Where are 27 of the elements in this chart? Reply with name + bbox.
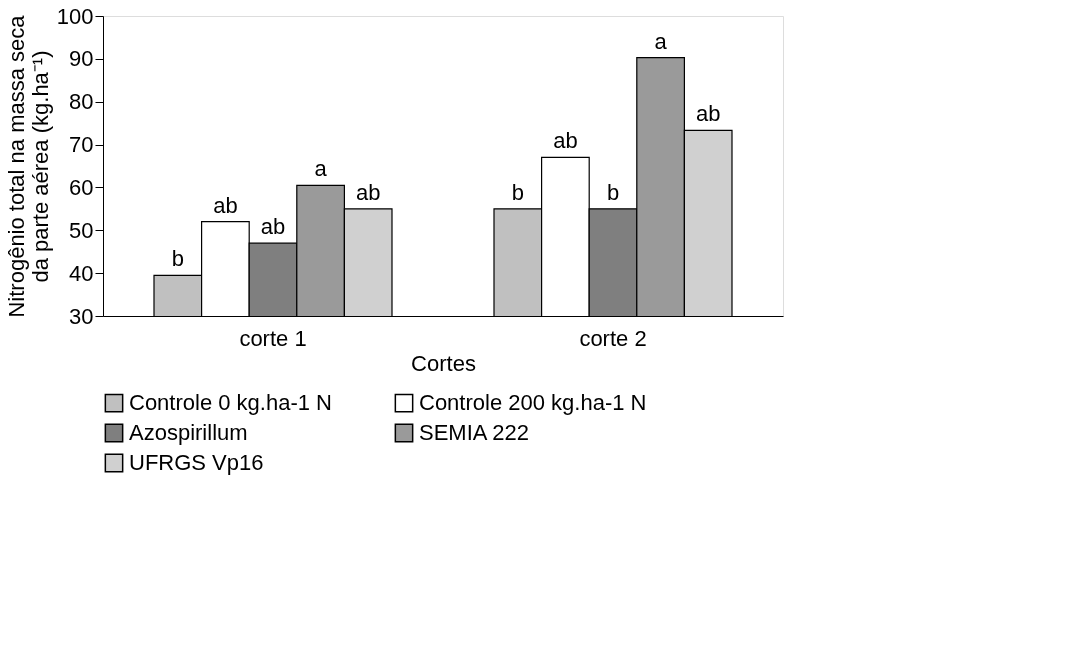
data-label: ab [695, 101, 721, 127]
y-tick-label: 60 [69, 174, 94, 200]
legend-label: Azospirillum [129, 420, 248, 445]
data-label: ab [553, 128, 578, 154]
data-label: a [314, 156, 328, 182]
data-label: ab [213, 192, 238, 218]
y-tick-label: 50 [69, 217, 94, 243]
y-axis-title: Nitrogênio total na massa seca da parte aérea (kg.ha⁻¹) [3, 14, 53, 318]
data-label: b [511, 179, 524, 205]
data-label: ab [355, 179, 381, 205]
x-tick-label: corte 1 [239, 325, 307, 351]
x-tick-label: corte 2 [579, 325, 647, 351]
x-axis-title: Cortes [411, 350, 476, 376]
legend-label: SEMIA 222 [419, 420, 530, 445]
legend-label: Controle 200 kg.ha-1 N [419, 390, 647, 416]
legend-label: UFRGS Vp16 [129, 450, 264, 475]
data-label: b [606, 179, 620, 205]
y-tick-label: 80 [69, 89, 94, 115]
y-tick-label: 90 [69, 46, 94, 72]
y-tick-label: 40 [69, 260, 94, 286]
data-label: a [654, 28, 668, 54]
y-tick-label: 30 [69, 303, 94, 329]
y-tick-label: 100 [56, 3, 94, 29]
y-tick-label: 70 [69, 132, 94, 158]
legend-label: Controle 0 kg.ha-1 N [129, 390, 332, 416]
data-label: b [171, 246, 184, 272]
data-label: ab [260, 214, 286, 240]
